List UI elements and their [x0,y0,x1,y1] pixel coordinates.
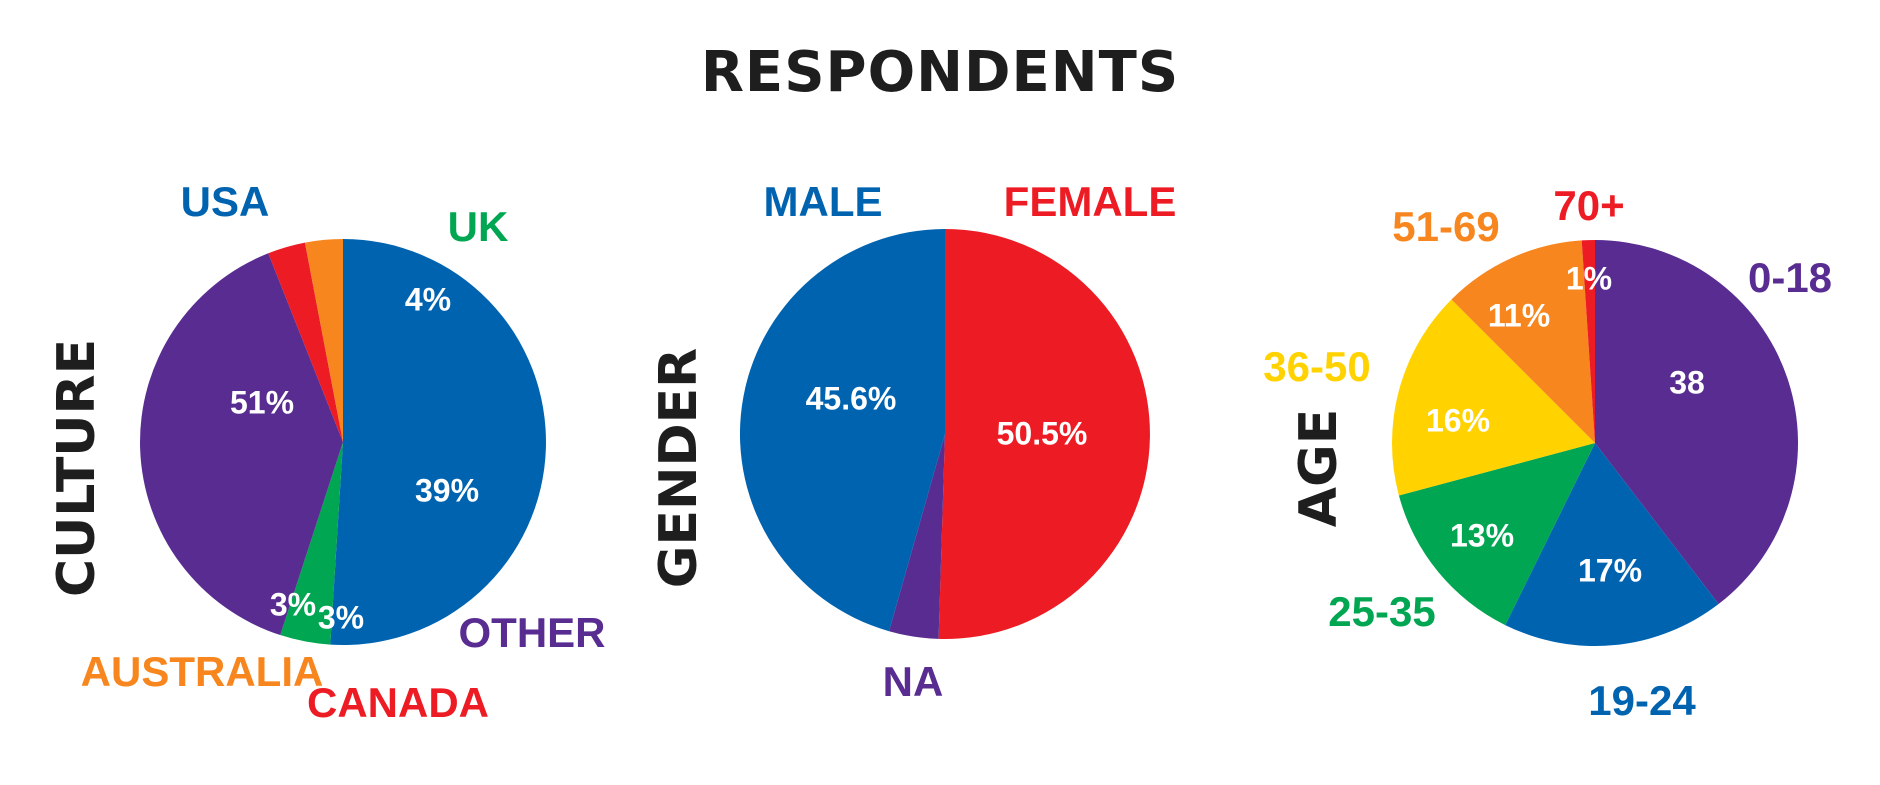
page-title: RESPONDENTS [700,40,1180,105]
slice-value-label: 3% [318,599,364,635]
chart-title: GENDER [649,348,709,588]
pie-slice-0-18 [1595,240,1799,605]
chart-title: CULTURE [47,339,107,597]
pie-slice-36-50 [1392,299,1595,496]
slice-value-label: 50.5% [997,415,1088,451]
slice-category-label: 36-50 [1263,343,1370,390]
pie-slice-70+ [1581,240,1595,443]
slice-value-label: 4% [405,281,451,317]
slice-category-label: 51-69 [1392,203,1499,250]
slice-category-label: USA [181,178,270,225]
slice-category-label: 70+ [1553,182,1624,229]
slice-value-label: 3% [270,586,316,622]
slice-value-label: 17% [1578,552,1642,588]
slice-category-label: FEMALE [1004,178,1177,225]
pie-slice-female [938,229,1150,639]
slice-category-label: MALE [764,178,883,225]
slice-value-label: 45.6% [806,380,897,416]
pie-slice-male [739,228,945,632]
pie-slice-uk [280,442,343,645]
pie-slice-usa [330,239,546,645]
slice-value-label: 39% [415,472,479,508]
slice-category-label: NA [883,658,944,705]
slice-category-label: 25-35 [1328,588,1435,635]
slice-value-label: 16% [1426,402,1490,438]
pie-chart-age: 38 17% 13% 16% 11% 1% 0-18 19-24 25-35 36-50 51-69… [1263,182,1832,724]
pie-chart-gender: 50.5% 45.6% FEMALE NA MALE GENDER [649,178,1176,705]
slice-value-label: 1% [1566,260,1612,296]
slice-category-label: 19-24 [1588,677,1696,724]
pie-slice-19-24 [1505,443,1719,647]
chart-title: AGE [1289,409,1349,527]
pie-slice-na [889,434,945,639]
pie-slice-australia [304,239,343,442]
pie-slice-51-69 [1451,240,1595,443]
pie-slice-other [140,253,343,636]
slice-category-label: 0-18 [1748,254,1832,301]
slice-value-label: 13% [1450,517,1514,553]
slice-value-label: 38 [1669,364,1705,400]
pie-slice-25-35 [1398,443,1595,626]
slice-value-label: 51% [230,384,294,420]
slice-category-label: UK [448,203,509,250]
slice-value-label: 11% [1488,297,1550,333]
slice-category-label: OTHER [459,609,606,656]
slice-category-label: AUSTRALIA [81,648,324,695]
slice-category-label: CANADA [307,679,489,726]
pie-slice-canada [268,242,343,442]
